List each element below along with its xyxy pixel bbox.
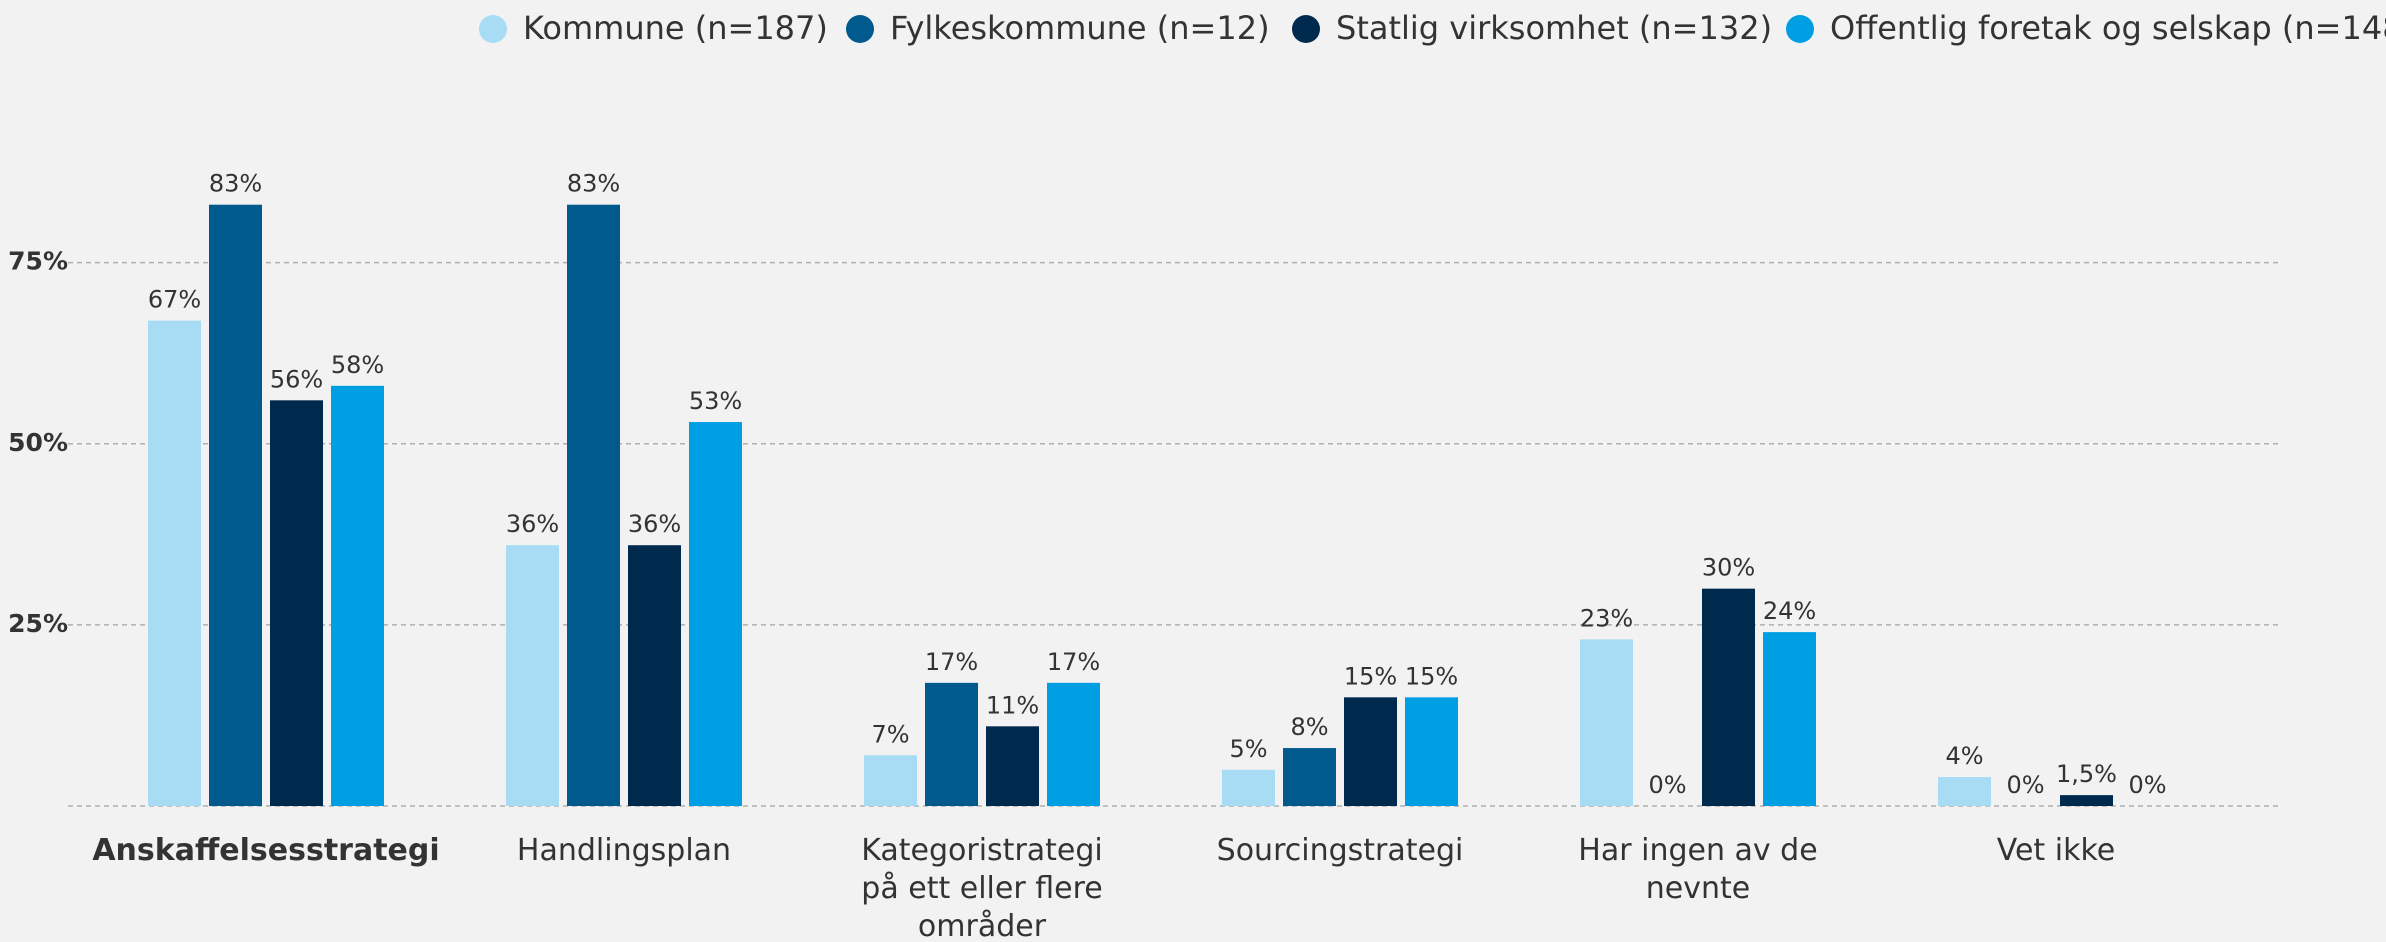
bar [986,726,1039,806]
value-label: 36% [506,510,559,538]
bar [925,682,978,806]
y-tick-label: 75% [8,247,68,276]
value-label: 0% [2128,771,2166,799]
legend-swatch [1292,15,1320,43]
legend-label: Statlig virksomhet (n=132) [1336,9,1772,47]
legend-swatch [1786,15,1814,43]
bar [148,320,201,806]
bar [689,422,742,806]
value-label: 83% [209,170,262,198]
bar [270,400,323,806]
value-label: 7% [871,720,909,748]
bar [331,385,384,806]
value-label: 8% [1290,713,1328,741]
value-label: 30% [1702,554,1755,582]
bar [628,545,681,806]
bar [1405,697,1458,806]
value-label: 11% [986,691,1039,719]
value-label: 24% [1763,597,1816,625]
value-label: 17% [925,648,978,676]
value-label: 83% [567,170,620,198]
legend-swatch [846,15,874,43]
legend-label: Fylkeskommune (n=12) [890,9,1270,47]
legend-label: Offentlig foretak og selskap (n=148) [1830,9,2386,47]
value-label: 56% [270,365,323,393]
bar [1283,748,1336,806]
value-label: 1,5% [2056,760,2117,788]
bar [1047,682,1100,806]
value-label: 53% [689,387,742,415]
legend-label: Kommune (n=187) [523,9,828,47]
bar [1580,639,1633,806]
bar [864,755,917,806]
y-tick-label: 25% [8,609,68,638]
bar [2060,795,2113,806]
value-label: 5% [1229,735,1267,763]
value-label: 67% [148,286,201,314]
value-label: 23% [1580,604,1633,632]
x-tick-label: Sourcingstrategi [1217,833,1464,868]
value-label: 15% [1405,662,1458,690]
x-tick-label: Handlingsplan [517,833,731,868]
y-tick-label: 50% [8,428,68,457]
value-label: 17% [1047,648,1100,676]
x-tick-label: Vet ikke [1997,833,2115,868]
value-label: 36% [628,510,681,538]
value-label: 0% [2006,771,2044,799]
value-label: 0% [1648,771,1686,799]
value-label: 58% [331,351,384,379]
value-label: 4% [1945,742,1983,770]
bar [567,204,620,806]
bar [1938,777,1991,806]
x-tick-label: Har ingen av de nevnte [1578,833,1817,906]
x-tick-label: Anskaffelsesstrategi [92,833,439,868]
bar [209,204,262,806]
value-label: 15% [1344,662,1397,690]
x-tick-label: Kategoristrategi på ett eller flere område… [861,833,1103,942]
bar [1344,697,1397,806]
bar [1763,632,1816,806]
bar [506,545,559,806]
bar [1702,588,1755,806]
bar [1222,769,1275,806]
legend-swatch [479,15,507,43]
